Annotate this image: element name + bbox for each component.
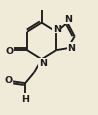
Text: N: N (64, 15, 72, 24)
Text: H: H (21, 94, 29, 103)
Text: N: N (67, 43, 75, 52)
Text: O: O (5, 46, 14, 55)
Text: N: N (53, 24, 61, 33)
Text: N: N (39, 59, 47, 68)
Text: O: O (5, 75, 13, 84)
